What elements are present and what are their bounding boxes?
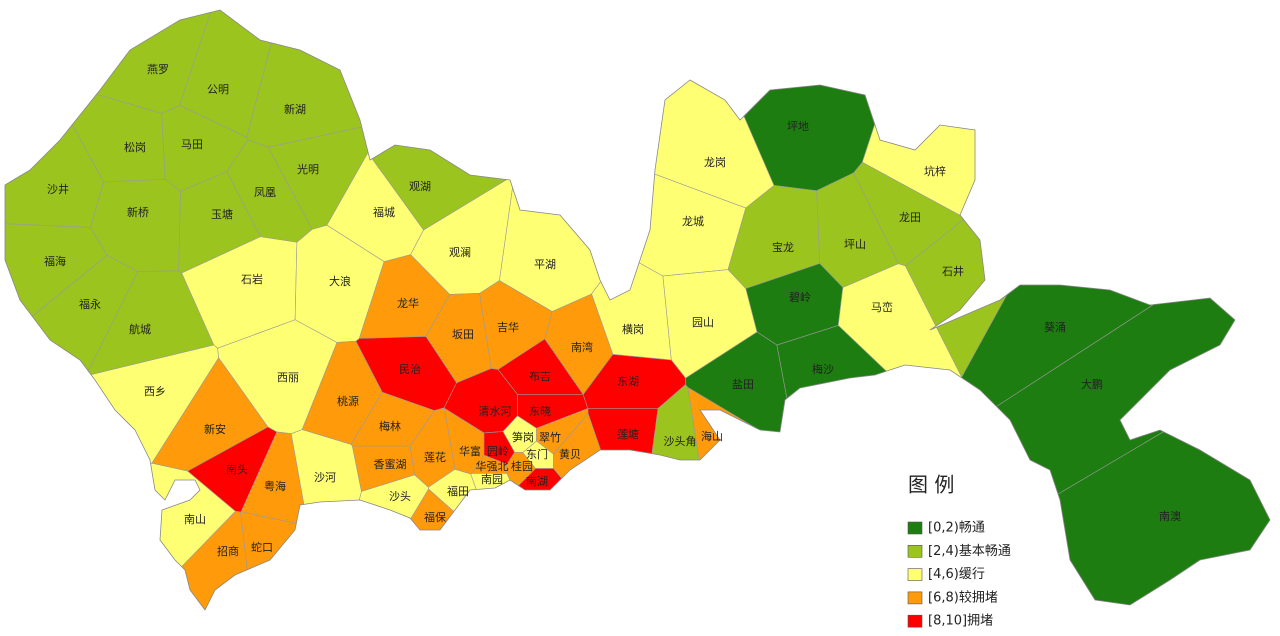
legend-swatch <box>907 568 923 581</box>
region-label: 坑梓 <box>924 164 946 178</box>
region <box>510 468 658 610</box>
legend-label: [2,4)基本畅通 <box>928 544 1011 559</box>
region-label: 大浪 <box>329 274 351 288</box>
region-label: 梅沙 <box>812 362 834 376</box>
region-label: 南湖 <box>526 475 548 488</box>
region-label: 沙井 <box>47 182 69 196</box>
region-label: 东晓 <box>529 405 551 418</box>
region-label: 笋岗 <box>512 430 534 444</box>
region-label: 碧岭 <box>789 290 811 304</box>
region-label: 葵涌 <box>1044 321 1066 334</box>
region-label: 新湖 <box>284 102 306 116</box>
legend-title: 图 例 <box>908 473 954 497</box>
region-label: 观澜 <box>449 245 471 259</box>
region-label: 莲花 <box>424 451 446 464</box>
legend-swatch <box>907 591 923 605</box>
map-border <box>4 9 1271 611</box>
legend: [0,2)畅通 [2,4)基本畅通 [4,6)缓行 [6,8)较拥堵 [8,10]拥堵 <box>907 521 1011 629</box>
region-label: 南园 <box>481 473 503 486</box>
region-label: 石岩 <box>241 272 263 286</box>
region-label: 光明 <box>297 162 319 176</box>
region-label: 燕罗 <box>147 63 169 76</box>
region-label: 石井 <box>942 264 964 278</box>
region-label: 龙华 <box>397 296 419 310</box>
region-label: 大鹏 <box>1081 377 1103 391</box>
region-label: 桃源 <box>337 394 359 408</box>
region-label: 民治 <box>399 362 421 376</box>
region-label: 翠竹 <box>539 430 561 444</box>
region-label: 福田 <box>447 484 469 498</box>
region-label: 南湾 <box>571 340 593 354</box>
region-label: 西丽 <box>277 371 299 384</box>
region <box>240 511 367 610</box>
region <box>552 10 775 209</box>
region-label: 南头 <box>226 463 248 476</box>
region-label: 横岗 <box>622 322 644 336</box>
region-label: 黄贝 <box>559 447 581 461</box>
region-label: 桂园 <box>511 459 533 473</box>
region-label: 宝龙 <box>772 240 794 254</box>
region-label: 龙城 <box>682 215 704 228</box>
region-label: 松岗 <box>124 140 146 154</box>
region-label: 新桥 <box>127 205 149 219</box>
region-label: 园岭 <box>487 444 509 458</box>
region-label: 坂田 <box>452 328 474 341</box>
region <box>499 99 623 312</box>
region-label: 马峦 <box>871 300 893 314</box>
region-label: 东湖 <box>617 375 639 388</box>
region-label: 布吉 <box>529 370 551 383</box>
region-label: 沙河 <box>314 471 336 484</box>
region-label: 福海 <box>44 254 66 268</box>
legend-label: [8,10]拥堵 <box>928 614 993 629</box>
region-label: 公明 <box>207 83 229 96</box>
region-label: 龙岗 <box>704 156 726 169</box>
region-label: 坪地 <box>787 120 809 133</box>
region-label: 观湖 <box>409 180 431 193</box>
region-label: 梅林 <box>379 419 401 433</box>
region-label: 凤凰 <box>254 186 276 199</box>
legend-swatch <box>907 614 923 628</box>
region-label: 蛇口 <box>251 540 273 554</box>
region-label: 华富 <box>459 444 481 458</box>
region-label: 盐田 <box>732 378 754 391</box>
region-label: 沙头角 <box>664 435 697 448</box>
region-label: 西乡 <box>144 385 166 398</box>
region-label: 南山 <box>184 513 206 526</box>
region <box>861 10 1270 219</box>
region-label: 福永 <box>79 297 101 311</box>
legend-swatch <box>907 544 923 558</box>
region-label: 平湖 <box>534 258 556 271</box>
region-label: 香蜜湖 <box>374 457 407 471</box>
region <box>687 386 909 610</box>
region-label: 新安 <box>204 422 226 436</box>
region-label: 玉塘 <box>211 207 233 221</box>
region-label: 沙头 <box>389 490 411 503</box>
legend-label: [4,6)缓行 <box>928 567 985 582</box>
region-label: 马田 <box>181 138 203 151</box>
region <box>360 488 535 610</box>
region <box>246 10 450 148</box>
region-label: 莲塘 <box>617 427 639 441</box>
legend-label: [6,8)较拥堵 <box>928 590 998 605</box>
legend-label: [0,2)畅通 <box>928 521 985 536</box>
region-label: 航城 <box>129 322 151 336</box>
region-label: 清水河 <box>479 405 512 418</box>
region-label: 龙田 <box>899 211 921 224</box>
region-label: 福保 <box>424 510 446 524</box>
region-label: 坪山 <box>844 238 866 251</box>
region-label: 华强北 <box>476 459 509 473</box>
region-label: 吉华 <box>497 320 519 334</box>
legend-swatch <box>907 521 923 535</box>
region-label: 南澳 <box>1159 510 1181 523</box>
region-label: 东门 <box>526 447 548 461</box>
region-label: 招商 <box>217 544 239 558</box>
region-label: 园山 <box>692 316 714 329</box>
region-label: 海山 <box>701 429 723 443</box>
region-label: 福城 <box>373 205 395 219</box>
region-label: 粤海 <box>264 479 286 493</box>
